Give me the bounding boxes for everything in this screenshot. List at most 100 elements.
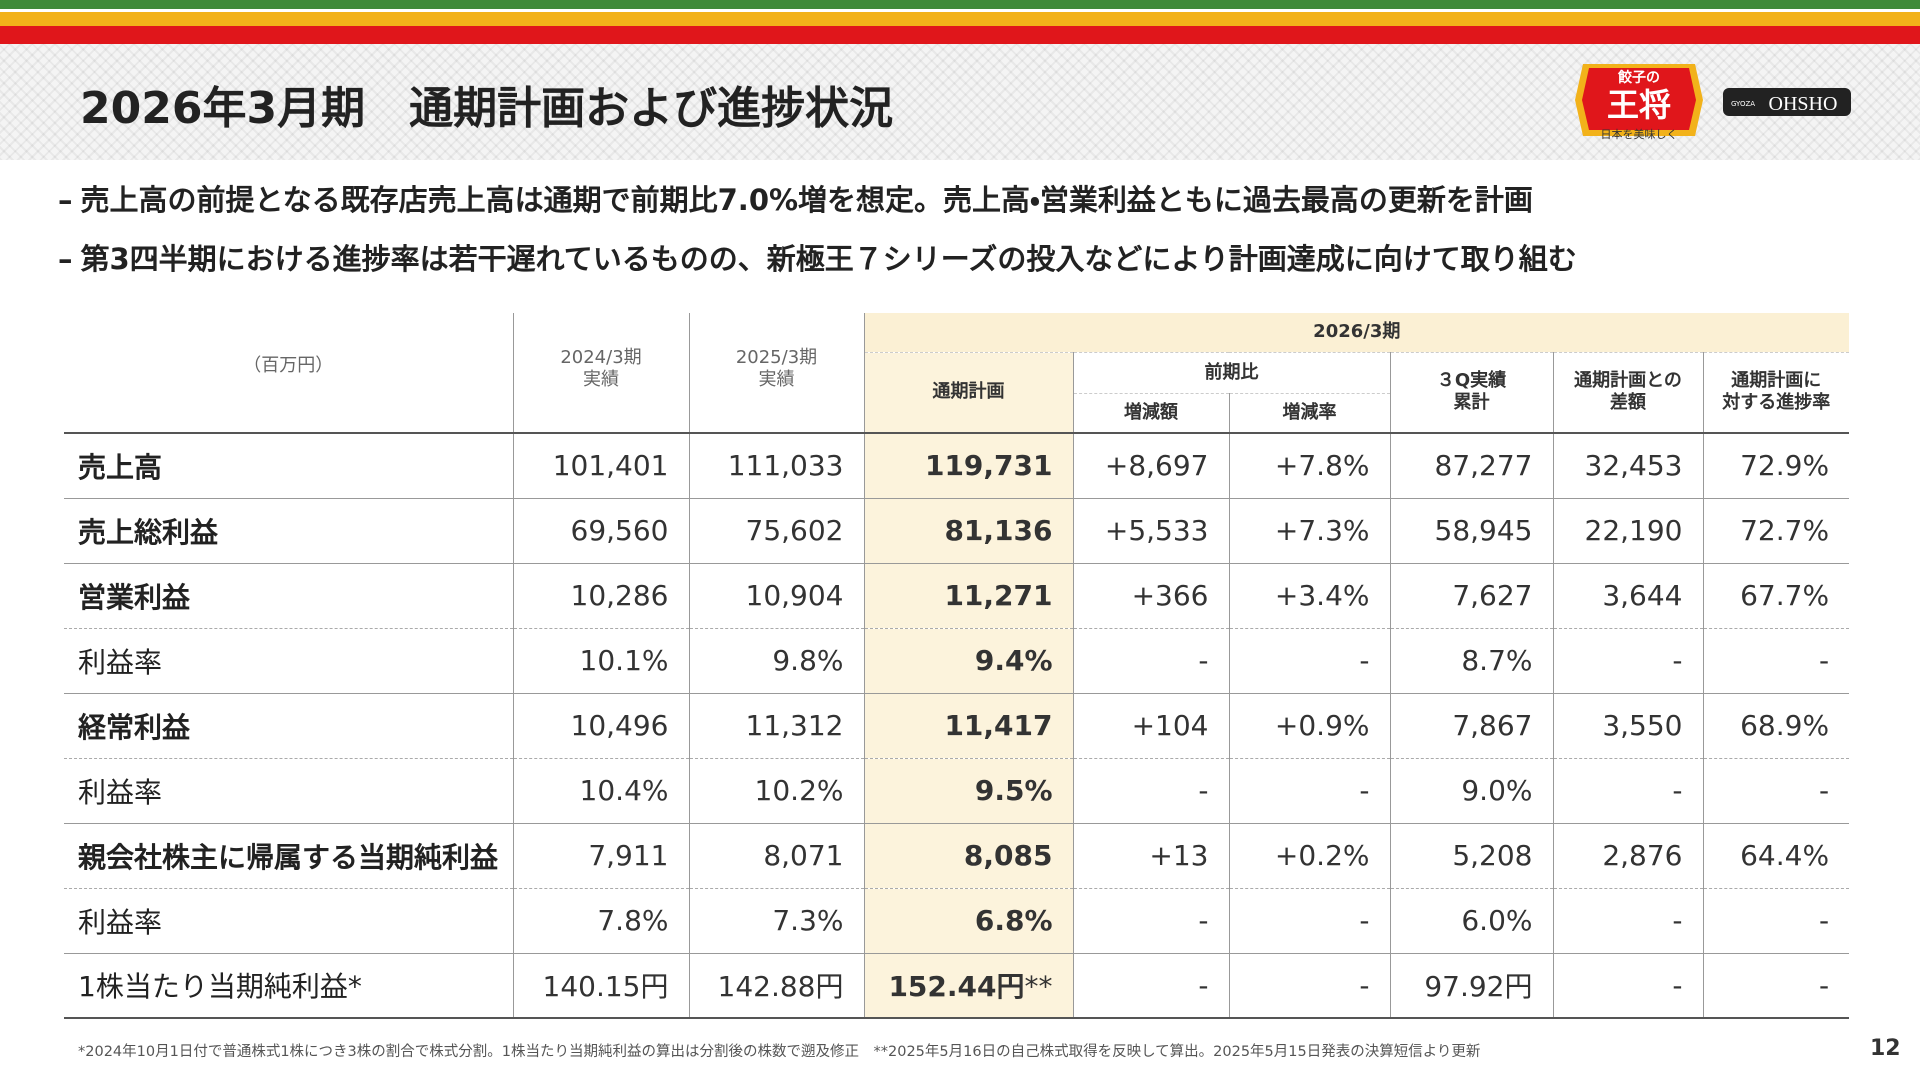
cell: 7,911 — [513, 822, 690, 888]
cell: 152.44円** — [864, 952, 1074, 1019]
header-text: 2024/3期 — [560, 347, 642, 368]
cell: - — [1703, 887, 1850, 953]
cell: +0.2% — [1229, 822, 1391, 888]
logo-tagline: 日本を美味しく — [1601, 127, 1678, 141]
yoy-header: 前期比 — [1073, 352, 1391, 394]
value-text: - — [1672, 968, 1683, 1002]
cell: 97.92円 — [1390, 952, 1554, 1019]
cell: - — [1229, 887, 1391, 953]
stripe-yellow — [0, 12, 1920, 26]
value-text: - — [1818, 644, 1830, 677]
header-text: 実績 — [583, 369, 619, 390]
results-table: （百万円） 2024/3期 実績 2025/3期 実績 2026/3期 通期計画 前期比 ３Q実… — [64, 313, 1850, 1019]
cell: - — [1229, 952, 1391, 1019]
label-text: 営業利益 — [78, 580, 191, 614]
cell: 7,627 — [1390, 562, 1554, 628]
value-text: 81,136 — [944, 514, 1053, 547]
value-text: 64.4% — [1740, 839, 1830, 872]
label-text: 1株当たり当期純利益* — [78, 970, 362, 1004]
value-text: - — [1198, 644, 1209, 677]
value-text: - — [1818, 904, 1830, 937]
stripe-white — [0, 9, 1920, 12]
value-text: 10,904 — [745, 579, 844, 612]
value-text: 67.7% — [1740, 579, 1830, 612]
value-text: - — [1359, 968, 1370, 1002]
header-row: 通期計画 前期比 ３Q実績 累計 通期計画との 差額 通期計画に 対する進捗率 — [64, 352, 1849, 433]
header-band — [0, 44, 1920, 160]
cell: - — [1073, 627, 1230, 693]
value-text: - — [1198, 968, 1209, 1002]
cell: 72.9% — [1703, 432, 1850, 498]
header-text: 累計 — [1453, 392, 1490, 414]
header-text: 実績 — [758, 369, 795, 390]
cell: - — [1073, 887, 1230, 953]
cell: 8,085 — [864, 822, 1074, 888]
cell: 7.3% — [689, 887, 865, 953]
row-label: 売上高 — [64, 432, 514, 498]
value-text: 68.9% — [1740, 709, 1830, 742]
data-row: 営業利益 10,286 10,904 11,271 +366 +3.4% 7,627 3,64… — [64, 562, 1850, 628]
data-row: 1株当たり当期純利益* 140.15円 142.88円 152.44円** - - 97.9… — [64, 952, 1850, 1019]
value-text: 11,417 — [944, 709, 1053, 742]
cell: 64.4% — [1703, 822, 1850, 888]
label-text: 利益率 — [78, 905, 163, 939]
col-header: 通期計画との 差額 — [1553, 352, 1704, 433]
data-row: 売上高 101,401 111,033 119,731 +8,697 +7.8% 87,27… — [64, 432, 1850, 498]
cell: - — [1553, 952, 1704, 1019]
logo: 餃子の 王将 日本を美味しく GYOZA OHSHO — [1575, 64, 1851, 141]
value-text: 7,867 — [1452, 709, 1533, 742]
header-text: 通期計画との — [1574, 370, 1682, 392]
year-header: 2024/3期 実績 — [513, 313, 690, 433]
cell: +8,697 — [1073, 432, 1230, 498]
cell: 58,945 — [1390, 497, 1554, 563]
value-text: - — [1672, 904, 1683, 937]
logo-top: 餃子の — [1617, 69, 1660, 86]
cell: 72.7% — [1703, 497, 1850, 563]
value-text: - — [1672, 644, 1683, 677]
value-text: 5,208 — [1452, 839, 1533, 872]
value-text: 10.2% — [754, 774, 844, 807]
value-text: 119,731 — [924, 449, 1053, 483]
value-text: - — [1359, 774, 1370, 807]
cell: 11,417 — [864, 692, 1074, 758]
cell: 119,731 — [864, 432, 1074, 498]
cell: 10,496 — [513, 692, 690, 758]
value-text: 7,627 — [1452, 579, 1533, 612]
value-text: +7.3% — [1274, 514, 1370, 547]
data-row: 経常利益 10,496 11,312 11,417 +104 +0.9% 7,867 3,55… — [64, 692, 1850, 758]
value-text: 8,085 — [963, 839, 1053, 872]
cell: +366 — [1073, 562, 1230, 628]
data-row: 利益率 10.4% 10.2% 9.5% - - 9.0% - - — [64, 757, 1850, 823]
data-row: 利益率 7.8% 7.3% 6.8% - - 6.0% - - — [64, 887, 1850, 953]
cell: 22,190 — [1553, 497, 1704, 563]
cell: - — [1703, 952, 1850, 1019]
value-text: 97.92円 — [1424, 970, 1533, 1004]
cell: 140.15円 — [513, 952, 690, 1019]
value-text: 11,271 — [944, 579, 1053, 612]
value-text: +3.4% — [1274, 579, 1370, 612]
row-label: 利益率 — [64, 757, 514, 823]
page-title: 2026年3月期 通期計画および進捗状況 — [80, 83, 894, 134]
cell: 81,136 — [864, 497, 1074, 563]
cell: 8,071 — [689, 822, 865, 888]
header-row: （百万円） 2024/3期 実績 2025/3期 実績 2026/3期 — [64, 313, 1850, 433]
group-header: 2026/3期 — [864, 313, 1850, 353]
cell: +104 — [1073, 692, 1230, 758]
value-text: 140.15円 — [542, 970, 669, 1004]
value-text: +0.2% — [1274, 839, 1370, 872]
row-label: 利益率 — [64, 887, 514, 953]
brand-box — [1723, 88, 1851, 116]
label-text: 売上高 — [78, 450, 163, 484]
value-text: 10,496 — [570, 709, 669, 742]
cell: 11,271 — [864, 562, 1074, 628]
value-text: +7.8% — [1274, 449, 1370, 483]
cell: 9.4% — [864, 627, 1074, 693]
col-header: 増減額 — [1073, 393, 1230, 433]
row-label: 営業利益 — [64, 562, 514, 628]
cell: 2,876 — [1553, 822, 1704, 888]
col-header: 増減率 — [1229, 393, 1391, 433]
row-label: 1株当たり当期純利益* — [64, 952, 514, 1019]
cell: 10,904 — [689, 562, 865, 628]
cell: 87,277 — [1390, 432, 1554, 498]
value-text: - — [1359, 644, 1370, 677]
